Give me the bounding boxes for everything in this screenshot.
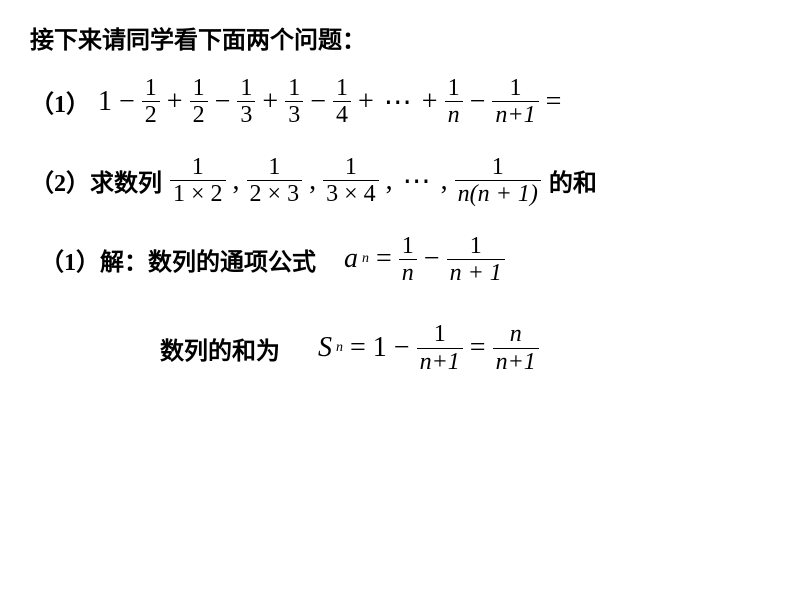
solution-1-row: （1）解：数列的通项公式 an = 1n − 1n + 1 <box>40 233 770 287</box>
op-eq: = <box>543 86 565 118</box>
solution-1-label: （1）解：数列的通项公式 <box>40 242 316 277</box>
op-plus: + <box>259 86 281 118</box>
slide-content: 接下来请同学看下面两个问题： （1） 1 − 12 + 12 − 13 + 13… <box>0 0 800 420</box>
op-eq: = <box>347 332 369 364</box>
op-minus: − <box>212 86 234 118</box>
slide-heading: 接下来请同学看下面两个问题： <box>30 20 770 55</box>
var-a: a <box>344 243 358 275</box>
op-eq: = <box>373 243 395 275</box>
frac-1-2a: 12 <box>142 75 160 129</box>
solution-2-row: 数列的和为 Sn = 1 − 1n+1 = nn+1 <box>160 321 770 375</box>
solution-1-expression: an = 1n − 1n + 1 <box>344 233 505 287</box>
op-eq: = <box>467 332 489 364</box>
problem-1-expression: 1 − 12 + 12 − 13 + 13 − 14 + ⋯ + 1n − 1n… <box>98 75 564 129</box>
op-plus: + <box>355 86 377 118</box>
op-minus: − <box>116 86 138 118</box>
frac-1-3b: 13 <box>285 75 303 129</box>
dots: ⋯ <box>381 85 415 119</box>
comma: , <box>438 165 451 197</box>
frac-1-n: 1n <box>445 75 463 129</box>
frac-3x4: 13 × 4 <box>323 154 379 208</box>
frac-2x3: 12 × 3 <box>247 154 303 208</box>
frac-1-3a: 13 <box>237 75 255 129</box>
problem-2-label: （2）求数列 <box>30 163 162 198</box>
problem-1-row: （1） 1 − 12 + 12 − 13 + 13 − 14 + ⋯ + 1n … <box>30 75 770 129</box>
problem-2-row: （2）求数列 11 × 2 , 12 × 3 , 13 × 4 , ⋯ , 1n… <box>30 154 770 208</box>
comma: , <box>306 165 319 197</box>
frac-1-np1: 1n+1 <box>492 75 538 129</box>
frac-n-np1: nn+1 <box>493 321 539 375</box>
solution-2-label: 数列的和为 <box>160 331 280 366</box>
term-1: 1 <box>98 86 112 118</box>
solution-2-expression: Sn = 1 − 1n+1 = nn+1 <box>318 321 539 375</box>
frac-1-2b: 12 <box>190 75 208 129</box>
op-minus: − <box>307 86 329 118</box>
var-S: S <box>318 332 332 364</box>
problem-2-expression: 11 × 2 , 12 × 3 , 13 × 4 , ⋯ , 1n(n + 1) <box>170 154 541 208</box>
frac-nnp1: 1n(n + 1) <box>455 154 541 208</box>
frac-1-np1: 1n+1 <box>417 321 463 375</box>
op-plus: + <box>164 86 186 118</box>
op-minus: − <box>467 86 489 118</box>
comma: , <box>230 165 243 197</box>
one: 1 <box>373 332 387 364</box>
op-minus: − <box>421 243 443 275</box>
dots: ⋯ <box>400 164 434 198</box>
frac-1-n: 1n <box>399 233 417 287</box>
op-minus: − <box>391 332 413 364</box>
problem-2-tail: 的和 <box>549 163 597 198</box>
op-plus: + <box>419 86 441 118</box>
problem-1-label: （1） <box>30 84 90 119</box>
comma: , <box>383 165 396 197</box>
frac-1-np1: 1n + 1 <box>447 233 505 287</box>
sub-n: n <box>336 340 343 356</box>
sub-n: n <box>362 251 369 267</box>
frac-1x2: 11 × 2 <box>170 154 226 208</box>
frac-1-4: 14 <box>333 75 351 129</box>
